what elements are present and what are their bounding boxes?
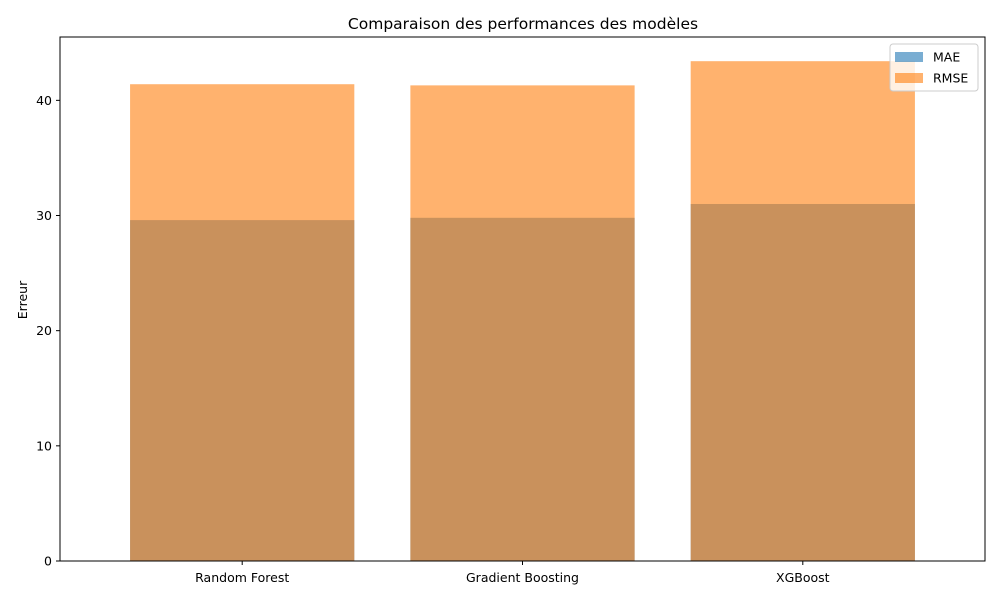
y-tick-label: 0 <box>44 554 52 569</box>
chart-title: Comparaison des performances des modèles <box>348 15 698 33</box>
x-tick-label: XGBoost <box>776 570 830 585</box>
axes-group: 0 10 20 30 40 Random Forest Gradient Boosting X… <box>36 36 986 585</box>
legend-swatch-mae <box>895 52 923 62</box>
x-tick-label: Gradient Boosting <box>466 570 579 585</box>
y-axis-label: Erreur <box>15 280 30 319</box>
bar-rmse-3 <box>690 61 915 561</box>
legend: MAE RMSE <box>889 43 979 92</box>
y-tick-label: 20 <box>36 323 52 338</box>
bar-rmse-2 <box>410 85 635 561</box>
legend-label-mae: MAE <box>933 50 960 65</box>
y-tick-label: 30 <box>36 208 52 223</box>
y-tick-label: 10 <box>36 438 52 453</box>
bar-rmse-1 <box>130 84 355 561</box>
legend-swatch-rmse <box>895 73 923 83</box>
bars-group <box>130 61 915 562</box>
legend-label-rmse: RMSE <box>933 71 968 86</box>
x-tick-label: Random Forest <box>195 570 289 585</box>
y-tick-label: 40 <box>36 93 52 108</box>
